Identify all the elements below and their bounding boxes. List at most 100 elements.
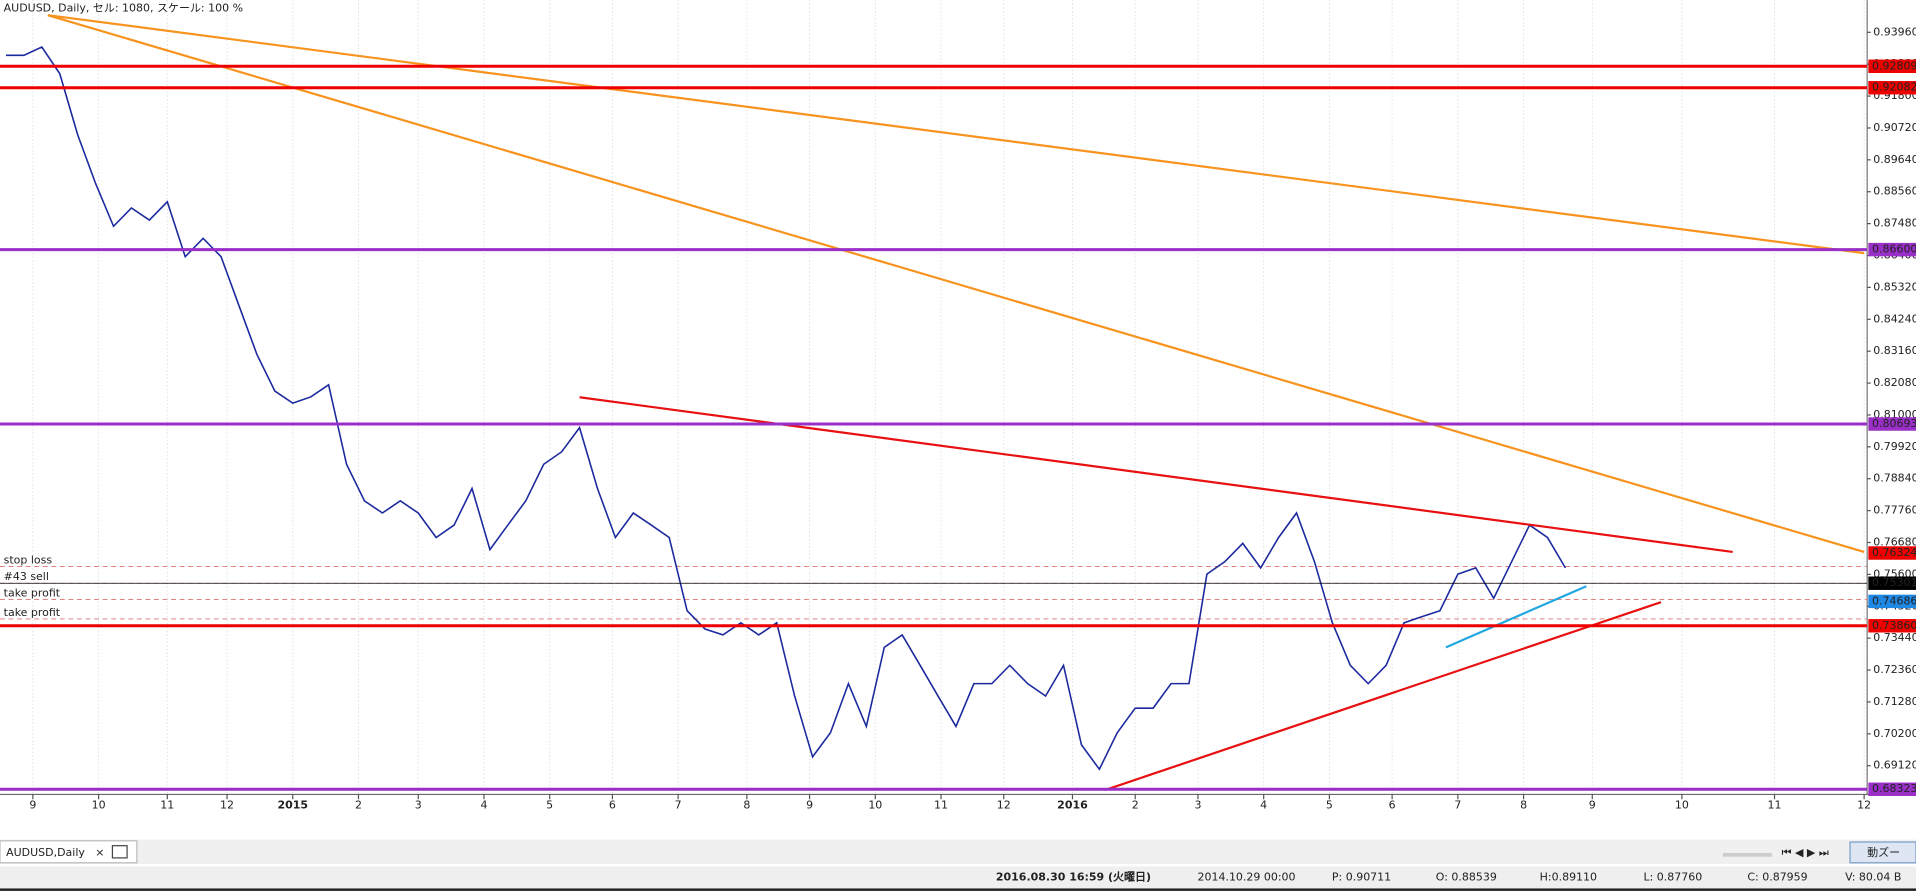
- level-label-box: [1868, 417, 1916, 431]
- zoom-button[interactable]: [1849, 841, 1916, 864]
- trend-line: [1445, 585, 1587, 649]
- x-tick-label: 7: [1454, 798, 1461, 811]
- tab[interactable]: [0, 840, 138, 864]
- y-tick-label: 0.72360: [1873, 663, 1916, 676]
- x-tick-label: 8: [743, 798, 750, 811]
- taskbar-edge: [0, 888, 1916, 891]
- x-tick-label: 4: [1260, 798, 1267, 811]
- status-item: P: 0.90711: [1332, 870, 1391, 883]
- x-tick-label: 5: [546, 798, 553, 811]
- status-item: V: 80.04 B: [1845, 870, 1901, 883]
- y-tick-label: 0.83160: [1873, 344, 1916, 357]
- level-label: 0.92809: [1872, 59, 1916, 72]
- price-line: [5, 46, 1567, 771]
- x-tick-label: 4: [480, 798, 487, 811]
- level-label: 0.86600: [1872, 243, 1916, 256]
- y-tick-label: 0.89640: [1873, 153, 1916, 166]
- x-tick-label: 3: [1194, 798, 1201, 811]
- x-tick-label: 7: [675, 798, 682, 811]
- x-tick-label: 2015: [277, 798, 308, 811]
- level-label-box: [1868, 619, 1916, 633]
- level-label-box: [1868, 594, 1916, 609]
- level-label-box: [1868, 782, 1916, 796]
- x-tick-label: 2: [355, 798, 362, 811]
- x-tick-label: 12: [220, 798, 234, 811]
- y-tick-label: 0.82080: [1873, 376, 1916, 389]
- trend-line: [47, 14, 1865, 554]
- order-label: stop loss: [4, 553, 53, 566]
- x-tick-label: 5: [1326, 798, 1333, 811]
- level-label-box: [1868, 59, 1916, 73]
- level-label-box: [1868, 242, 1916, 257]
- y-tick-label: 0.76680: [1873, 536, 1916, 549]
- scrollbar[interactable]: [1722, 853, 1772, 857]
- x-tick-label: 11: [160, 798, 174, 811]
- status-item: H:0.89110: [1540, 870, 1597, 883]
- y-tick-label: 0.70200: [1873, 727, 1916, 740]
- x-tick-label: 2: [1132, 798, 1139, 811]
- x-tick-label: 10: [868, 798, 882, 811]
- x-tick-label: 11: [1768, 798, 1782, 811]
- y-tick-label: 0.71280: [1873, 695, 1916, 708]
- status-items: 2016.08.30 16:59 (火曜日) 2014.10.29 00:00 P:…: [996, 870, 1902, 883]
- tab-bar: [0, 839, 1916, 865]
- y-tick-label: 0.73440: [1873, 631, 1916, 644]
- level-label: 0.74686: [1872, 594, 1916, 607]
- status-item: C: 0.87959: [1747, 870, 1807, 883]
- status-item: O: 0.88539: [1436, 870, 1497, 883]
- x-tick-label: 9: [806, 798, 813, 811]
- plot: stop loss #43 sell take profit take profit: [0, 14, 1868, 791]
- tab-close[interactable]: ×: [95, 846, 104, 859]
- status-item: L: 0.87760: [1644, 870, 1703, 883]
- level-label: 0.92082: [1872, 81, 1916, 94]
- order-label: take profit: [4, 586, 61, 599]
- level-label: 0.80693: [1872, 417, 1916, 430]
- status-item: 2014.10.29 00:00: [1198, 870, 1296, 883]
- x-tick-label: 11: [934, 798, 948, 811]
- y-tick-label: 0.79920: [1873, 440, 1916, 453]
- trend-line: [47, 14, 1865, 255]
- y-tick-label: 0.84240: [1873, 312, 1916, 325]
- y-tick-label: 0.69120: [1873, 759, 1916, 772]
- y-tick-label: 0.85320: [1873, 280, 1916, 293]
- zoom-label: 動ズー: [1867, 845, 1900, 859]
- y-tick-label: 0.93960: [1873, 25, 1916, 38]
- x-tick-label: 10: [1675, 798, 1689, 811]
- y-tick-label: 0.88560: [1873, 185, 1916, 198]
- x-tick-label: 3: [415, 798, 422, 811]
- status-item: 2016.08.30 16:59 (火曜日): [996, 870, 1151, 883]
- tab-label: AUDUSD,Daily: [6, 846, 85, 859]
- y-tick-label: 0.90720: [1873, 121, 1916, 134]
- y-tick-label: 0.87480: [1873, 217, 1916, 230]
- level-label-box: [1868, 576, 1916, 590]
- level-label-box: [1868, 546, 1916, 560]
- x-tick-label: 12: [997, 798, 1011, 811]
- x-tick-label: 2016: [1057, 798, 1088, 811]
- x-tick-label: 6: [609, 798, 616, 811]
- chart-title: AUDUSD, Daily, セル: 1080, スケール: 100 %: [4, 2, 243, 15]
- x-tick-label: 9: [29, 798, 36, 811]
- nav-buttons[interactable]: ⏮ ◀ ▶ ⏭: [1782, 846, 1829, 859]
- y-tick-label: 0.78840: [1873, 472, 1916, 485]
- trend-line: [1104, 601, 1662, 791]
- order-label: take profit: [4, 606, 61, 619]
- x-tick-label: 6: [1389, 798, 1396, 811]
- level-label: 0.73860: [1872, 619, 1916, 632]
- x-tick-label: 8: [1520, 798, 1527, 811]
- status-bar: [0, 866, 1916, 891]
- y-tick-label: 0.77760: [1873, 504, 1916, 517]
- grid: [32, 0, 1865, 795]
- x-tick-label: 10: [92, 798, 106, 811]
- x-tick-label: 9: [1589, 798, 1596, 811]
- tab-icon[interactable]: [111, 845, 128, 859]
- level-label: 0.68323: [1872, 782, 1916, 795]
- level-label: 0.75301: [1872, 576, 1916, 589]
- x-tick-label: 12: [1857, 798, 1871, 811]
- level-label: 0.76324: [1872, 546, 1916, 559]
- level-label-box: [1868, 81, 1916, 95]
- axis: 9 10 11 12 2015 2 3 4 5 6 7 8 9 10 11 12 2016 2 3 4 5 6 7 8 9 10 1…: [29, 25, 1916, 811]
- order-label: #43 sell: [4, 570, 49, 583]
